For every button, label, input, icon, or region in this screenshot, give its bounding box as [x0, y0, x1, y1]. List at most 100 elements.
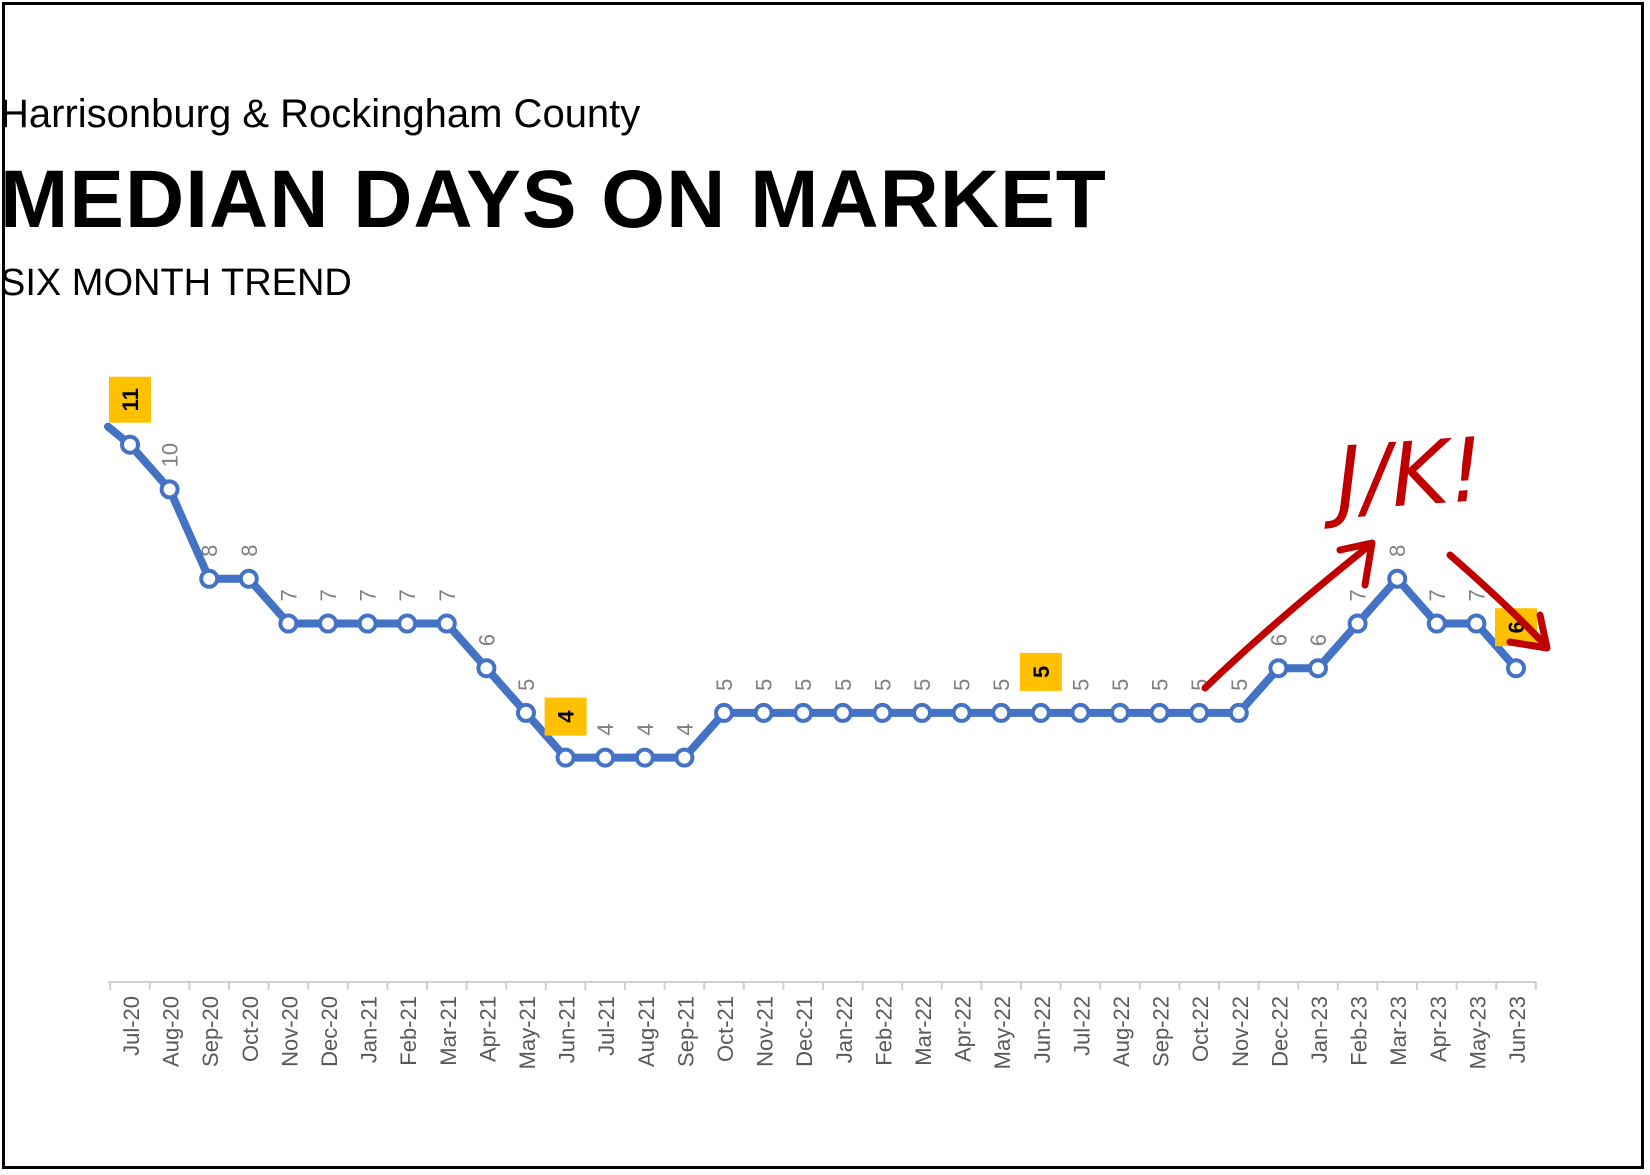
x-tick-label: Mar-22: [911, 996, 936, 1066]
data-label: 8: [1385, 545, 1410, 557]
data-label: 7: [1346, 589, 1371, 601]
down-arrowhead-icon: [1506, 611, 1551, 652]
data-point: [1347, 613, 1368, 634]
data-point: [397, 613, 418, 634]
data-label: 6: [1306, 634, 1331, 646]
data-label: 4: [633, 723, 658, 735]
data-points: [120, 434, 1526, 768]
data-point: [872, 702, 893, 723]
data-point: [634, 747, 655, 768]
data-point: [714, 702, 734, 723]
x-tick-label: Sep-20: [198, 996, 223, 1067]
data-point: [1426, 613, 1447, 634]
x-tick-label: Aug-22: [1109, 996, 1134, 1067]
x-tick-label: Sep-21: [673, 996, 698, 1067]
x-tick-label: Oct-22: [1188, 996, 1213, 1062]
x-tick-label: Jan-21: [357, 996, 382, 1063]
data-label: 4: [672, 723, 697, 735]
data-label: 6: [1266, 634, 1291, 646]
data-point: [278, 613, 299, 634]
x-tick-label: Dec-20: [317, 996, 342, 1067]
x-tick-label: May-21: [515, 996, 540, 1069]
x-tick-label: Nov-22: [1228, 996, 1253, 1067]
data-point: [832, 702, 853, 723]
x-tick-label: Jul-21: [594, 996, 619, 1056]
data-point: [1228, 702, 1249, 723]
data-point: [1506, 658, 1526, 679]
data-label: 5: [791, 679, 816, 691]
data-label: 5: [1108, 679, 1133, 691]
x-tick-label: Jun-21: [555, 996, 580, 1063]
x-tick-label: Apr-22: [951, 996, 976, 1062]
data-point: [476, 658, 497, 679]
x-tick-label: Oct-21: [713, 996, 738, 1062]
data-point: [674, 747, 695, 768]
data-label: 5: [1068, 679, 1093, 691]
x-tick-label: Aug-21: [634, 996, 659, 1067]
x-tick-label: Nov-21: [753, 996, 778, 1067]
x-tick-label: Jan-23: [1307, 996, 1332, 1063]
data-label: 7: [356, 589, 381, 601]
jk-annotation-text: J/K!: [1317, 418, 1487, 532]
data-label: 5: [831, 679, 856, 691]
data-label: 8: [237, 545, 262, 557]
data-label: 6: [474, 634, 499, 646]
data-point: [436, 613, 457, 634]
data-point: [912, 702, 932, 723]
data-label: 7: [395, 589, 420, 601]
data-point: [1189, 702, 1210, 723]
data-point: [120, 434, 140, 455]
data-point: [991, 702, 1012, 723]
data-label: 5: [1148, 679, 1173, 691]
data-point: [793, 702, 814, 723]
data-point: [1268, 658, 1289, 679]
chart-subtitle: SIX MONTH TREND: [0, 262, 352, 304]
jk-annotation: J/K!: [1201, 418, 1551, 692]
data-label: 8: [197, 545, 222, 557]
data-point: [516, 702, 536, 723]
data-label: 5: [752, 679, 777, 691]
x-tick-label: Sep-22: [1149, 996, 1174, 1067]
x-axis: Jul-20 Aug-20 Sep-20 Oct-20 Nov-20 Dec-20 Jan-…: [108, 981, 1537, 1069]
data-label: 4: [593, 723, 618, 735]
data-label: 5: [1227, 679, 1252, 691]
data-point: [1030, 702, 1051, 723]
data-label: 5: [870, 679, 895, 691]
data-point: [357, 613, 378, 634]
data-label: 5: [950, 679, 975, 691]
data-point: [1110, 702, 1130, 723]
x-tick-label: Mar-23: [1386, 996, 1411, 1066]
up-arrowhead-icon: [1336, 539, 1376, 589]
x-tick-label: Jun-22: [1030, 996, 1055, 1063]
data-label: 5: [910, 679, 935, 691]
data-point: [1466, 613, 1487, 634]
data-point: [1149, 702, 1170, 723]
x-tick-label: Jan-22: [832, 996, 857, 1063]
data-label: 11: [118, 388, 143, 411]
data-label: 7: [1464, 589, 1489, 601]
data-point: [1387, 568, 1408, 589]
x-tick-label: Jul-20: [119, 996, 144, 1056]
data-label: 5: [989, 679, 1014, 691]
up-arrow-icon: [1201, 541, 1374, 692]
x-tick-label: Mar-21: [436, 996, 461, 1066]
data-point: [238, 568, 259, 589]
x-tick-label: Apr-23: [1426, 996, 1451, 1062]
data-label: 4: [554, 710, 579, 723]
x-tick-label: Jul-22: [1069, 996, 1094, 1056]
x-tick-label: Feb-21: [396, 996, 421, 1066]
data-label: 5: [712, 679, 737, 691]
data-point: [951, 702, 972, 723]
x-tick-label: Feb-22: [871, 996, 896, 1066]
x-tick-label: May-23: [1465, 996, 1490, 1069]
data-point: [555, 747, 576, 768]
x-tick-label: May-22: [990, 996, 1015, 1069]
data-label: 7: [276, 589, 301, 601]
data-label: 7: [316, 589, 341, 601]
data-label: 7: [435, 589, 460, 601]
chart-title: MEDIAN DAYS ON MARKET: [0, 154, 1107, 245]
data-point: [159, 479, 180, 500]
data-point: [1308, 658, 1328, 679]
